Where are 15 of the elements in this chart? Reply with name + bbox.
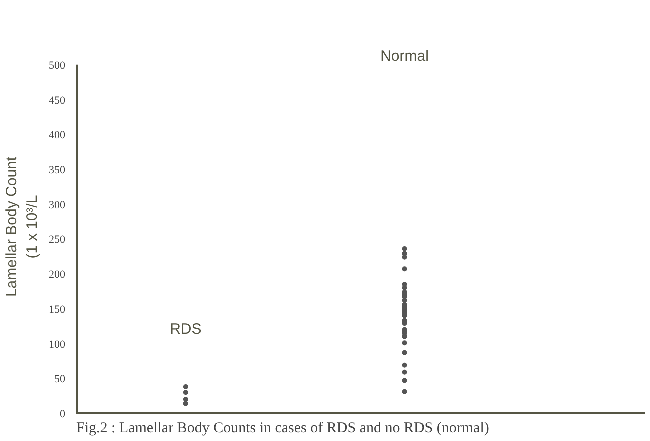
y-tick-label: 200 — [49, 269, 66, 282]
x-tick-label: Normal — [380, 48, 429, 65]
y-tick-label: 450 — [49, 94, 66, 107]
x-tick-label: RDS — [170, 321, 202, 338]
y-axis-title: Lamellar Body Count (1 x 10³/L — [4, 156, 41, 298]
y-tick-label: 150 — [49, 304, 66, 316]
y-tick-label: 50 — [54, 374, 66, 386]
y-tick-label: 350 — [49, 164, 66, 176]
y-tick-label: 300 — [49, 199, 66, 212]
y-tick-label: 250 — [49, 234, 66, 246]
y-tick-label: 100 — [49, 338, 66, 351]
caption: Fig.2 : Lamellar Body Counts in cases of RDS and no RDS (normal) — [76, 420, 490, 436]
y-tick-label: 0 — [60, 408, 66, 420]
y-tick-label: 400 — [49, 130, 66, 142]
y-tick-label: 500 — [49, 60, 66, 72]
